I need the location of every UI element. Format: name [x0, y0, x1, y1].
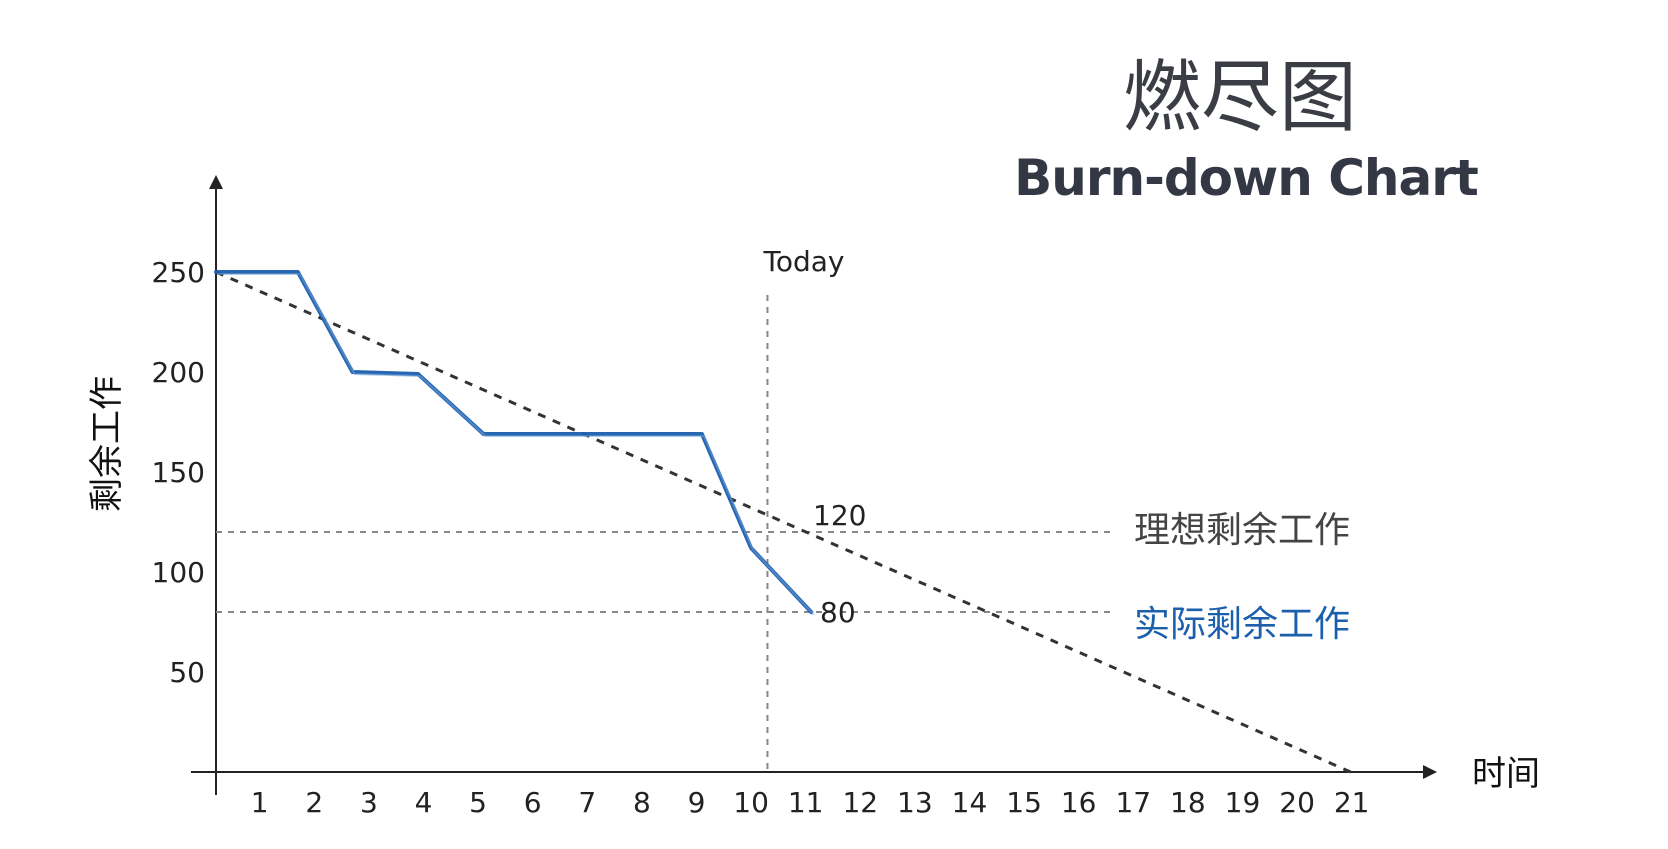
x-tick-label: 18: [1170, 786, 1206, 819]
y-tick-label: 50: [169, 656, 205, 689]
x-tick-label: 14: [952, 786, 988, 819]
y-tick-label: 200: [152, 356, 205, 389]
x-axis-title: 时间: [1472, 754, 1540, 794]
x-tick-label: 11: [788, 786, 824, 819]
y-axis-title: 剩余工作: [87, 376, 127, 512]
y-tick-label: 150: [152, 456, 205, 489]
x-tick-label: 6: [524, 786, 542, 819]
x-tick-label: 1: [251, 786, 269, 819]
x-tick-label: 2: [305, 786, 323, 819]
legend-ideal: 理想剩余工作: [1134, 510, 1350, 551]
ideal-value-label: 120: [813, 499, 866, 532]
x-tick-label: 19: [1225, 786, 1261, 819]
actual-series-line-sketch: [217, 273, 815, 615]
today-label: Today: [763, 245, 845, 278]
x-tick-label: 8: [633, 786, 651, 819]
x-tick-label: 4: [415, 786, 433, 819]
legend-actual: 实际剩余工作: [1134, 604, 1350, 645]
x-tick-label: 5: [469, 786, 487, 819]
x-tick-label: 3: [360, 786, 378, 819]
chart-title-chinese: 燃尽图: [1123, 53, 1357, 143]
tick-labels: 1 2 3 4 5 6 7 8 9 10 11 12 13 14 15 16 17 18 19 20 215010015…: [152, 256, 1370, 819]
actual-value-label: 80: [820, 596, 856, 629]
reference-lines: [216, 295, 1110, 772]
y-tick-label: 100: [152, 556, 205, 589]
x-tick-label: 10: [733, 786, 769, 819]
x-tick-label: 7: [578, 786, 596, 819]
x-tick-label: 20: [1279, 786, 1315, 819]
actual-series-line: [214, 270, 814, 614]
x-tick-label: 9: [688, 786, 706, 819]
x-tick-label: 12: [842, 786, 878, 819]
y-tick-label: 250: [152, 256, 205, 289]
x-tick-label: 16: [1061, 786, 1097, 819]
series-layer: [214, 270, 1352, 774]
chart-title-english: Burn-down Chart: [1014, 149, 1478, 207]
x-tick-label: 21: [1334, 786, 1370, 819]
x-tick-label: 15: [1006, 786, 1042, 819]
x-tick-label: 17: [1115, 786, 1151, 819]
x-tick-label: 13: [897, 786, 933, 819]
chart-axes: [191, 175, 1437, 795]
y-axis-title-group: 剩余工作: [87, 376, 127, 512]
